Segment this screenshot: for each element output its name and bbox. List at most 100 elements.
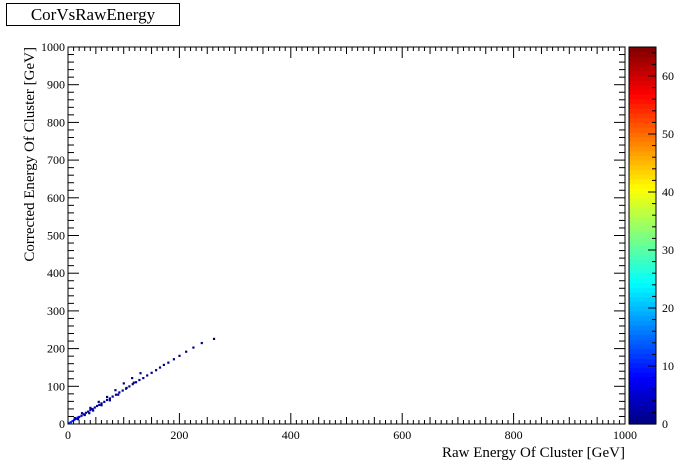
color-scale-band [629, 160, 656, 166]
y-tick-label: 700 [47, 153, 65, 167]
heatmap-cell [80, 412, 84, 415]
color-scale-band [629, 112, 656, 119]
color-scale-band [629, 202, 656, 208]
x-tick-label: 1000 [613, 428, 637, 442]
heatmap-cell [83, 413, 86, 417]
color-scale-band [629, 178, 656, 185]
color-scale-band [629, 211, 656, 218]
color-scale-band [629, 268, 656, 274]
y-tick-label: 500 [47, 229, 65, 243]
color-scale-band [629, 75, 656, 81]
heatmap-cell [88, 412, 91, 415]
color-scale-band [629, 47, 656, 53]
color-scale-band [629, 343, 656, 350]
color-scale-band [629, 320, 656, 326]
heatmap-cell [73, 418, 76, 422]
z-tick-label: 60 [662, 69, 674, 83]
color-scale-band [629, 254, 656, 260]
color-scale-band [629, 136, 656, 142]
color-scale-band [629, 296, 656, 303]
color-scale-band [629, 65, 656, 72]
color-scale-band [629, 306, 656, 312]
heatmap-cell [97, 400, 100, 403]
color-scale-band [629, 183, 656, 189]
color-scale-frame [628, 46, 657, 425]
color-scale-band [629, 277, 656, 284]
color-scale-band [629, 89, 656, 95]
color-scale-band [629, 169, 656, 175]
color-scale-band [629, 117, 656, 123]
x-tick-label: 800 [505, 428, 523, 442]
color-scale-band [629, 235, 656, 241]
color-scale-band [629, 197, 656, 204]
color-scale-band [629, 226, 656, 232]
heatmap-cells [68, 337, 216, 425]
heatmap-cell [158, 366, 162, 369]
heatmap-cell [134, 381, 138, 384]
color-scale-band [629, 259, 656, 265]
y-tick-label: 900 [47, 78, 65, 92]
color-scale-band [629, 164, 656, 171]
y-tick-label: 300 [47, 304, 65, 318]
x-axis: 0 200 400 600 800 1000 [65, 47, 637, 442]
color-scale-band [629, 292, 656, 298]
color-scale-band [629, 141, 656, 147]
color-scale-band [629, 56, 656, 62]
heatmap-cell [78, 415, 81, 419]
color-scale-band [629, 367, 656, 373]
y-tick-label: 100 [47, 379, 65, 393]
color-scale-band [629, 188, 656, 194]
color-scale-band [629, 405, 656, 411]
heatmap-cell [122, 382, 125, 385]
heatmap-cell [132, 381, 135, 384]
heatmap-cell [155, 369, 158, 372]
color-scale-band [629, 301, 656, 307]
heatmap-cell [111, 395, 114, 398]
color-scale-band [629, 193, 656, 199]
heatmap-cell [92, 409, 95, 412]
y-tick-label: 200 [47, 342, 65, 356]
heatmap-cell [77, 418, 80, 421]
color-scale-band [629, 103, 656, 109]
z-tick-label: 40 [662, 185, 674, 199]
color-scale-band [629, 339, 656, 345]
color-scale-band [629, 348, 656, 354]
x-axis-title: Raw Energy Of Cluster [GeV] [442, 445, 625, 461]
x-tick-label: 600 [393, 428, 411, 442]
heatmap-cell [87, 410, 90, 413]
color-scale-band [629, 240, 656, 246]
heatmap-cell [117, 393, 120, 396]
heatmap-cell [89, 409, 92, 412]
z-tick-label: 50 [662, 127, 674, 141]
color-scale-band [629, 334, 656, 340]
heatmap-cell [121, 389, 124, 392]
color-scale-band [629, 127, 656, 133]
color-scale-band [629, 131, 656, 138]
y-tick-label: 600 [47, 191, 65, 205]
color-scale-band [629, 70, 656, 76]
z-tick-label: 20 [662, 301, 674, 315]
color-scale-band [629, 84, 656, 91]
color-scale-band [629, 221, 656, 227]
color-scale-band [629, 358, 656, 364]
y-tick-label: 800 [47, 115, 65, 129]
color-scale-band [629, 263, 656, 270]
heatmap-cell [73, 416, 76, 420]
color-scale-band [629, 362, 656, 369]
color-scale-band [629, 282, 656, 288]
y-tick-label: 400 [47, 266, 65, 280]
color-scale-band [629, 122, 656, 128]
heatmap-cell [131, 377, 134, 380]
color-scale-band [629, 414, 656, 420]
heatmap-cell [212, 337, 216, 340]
color-scale-band [629, 108, 656, 114]
z-tick-label: 30 [662, 243, 674, 257]
heatmap-cell [131, 383, 134, 386]
heatmap-cell [114, 393, 118, 396]
heatmap-cell [68, 421, 71, 425]
color-scale-band [629, 61, 656, 67]
heatmap-cell [100, 402, 103, 405]
heatmap-cell [91, 407, 94, 411]
heatmap-cell [95, 404, 99, 408]
